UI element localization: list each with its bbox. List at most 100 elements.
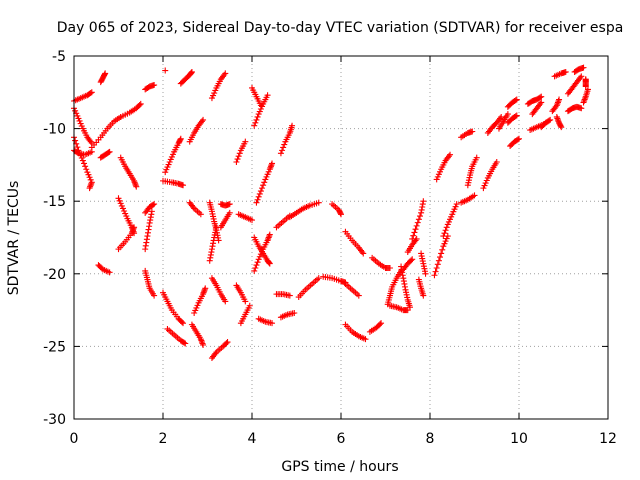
data-point [412, 226, 419, 233]
data-point [399, 272, 406, 279]
series-arc-55 [366, 320, 385, 335]
data-point [180, 320, 187, 327]
series-arc-86 [571, 64, 587, 75]
data-point [256, 190, 263, 197]
data-point [286, 292, 293, 299]
data-point [142, 246, 149, 253]
data-point [133, 183, 140, 190]
data-point [338, 211, 344, 218]
series-arc-64 [418, 250, 429, 277]
series-arc-37 [237, 302, 253, 327]
data-point [378, 320, 385, 327]
series-arc-39 [251, 92, 271, 129]
series-arc-6 [97, 70, 109, 86]
data-point [131, 224, 138, 231]
data-point [180, 182, 187, 189]
data-point [222, 298, 229, 305]
data-point [188, 69, 195, 76]
series-arc-66 [440, 201, 460, 240]
data-point [145, 226, 152, 233]
series-arc-47 [277, 310, 298, 321]
series-arc-45 [273, 291, 293, 299]
data-point [177, 136, 184, 143]
data-point [72, 137, 79, 144]
data-point [514, 136, 521, 143]
series-arc-29 [208, 339, 231, 362]
series-arc-69 [458, 128, 476, 141]
y-tick-labels: -30 -25 -20 -15 -10 -5 [43, 49, 66, 428]
data-point [443, 224, 450, 231]
data-point [144, 229, 151, 236]
data-point [512, 113, 519, 120]
data-point [254, 259, 261, 266]
data-point [251, 122, 258, 129]
data-point [178, 319, 185, 326]
data-point [254, 113, 261, 120]
data-point [512, 97, 519, 104]
data-point [401, 280, 408, 287]
data-point [206, 257, 213, 264]
series-arc-18 [160, 177, 187, 189]
data-point [337, 210, 344, 217]
data-point [253, 116, 260, 123]
series-arc-48 [286, 199, 322, 221]
data-point [147, 214, 154, 221]
data-point [537, 94, 544, 101]
data-point [137, 100, 144, 107]
data-point [182, 340, 189, 347]
data-point [264, 92, 271, 99]
data-point [87, 90, 94, 97]
data-point [578, 105, 585, 112]
data-point [582, 76, 589, 83]
data-point [435, 257, 442, 264]
data-point [249, 217, 255, 224]
data-point [355, 292, 362, 299]
series-arc-54 [342, 321, 369, 343]
data-point [151, 292, 158, 299]
data-point [416, 213, 423, 220]
data-point [266, 260, 273, 267]
data-point [291, 310, 298, 317]
series-arc-53 [342, 280, 362, 299]
series-arc-75 [504, 112, 520, 126]
series-arc-52 [342, 228, 367, 257]
data-point [208, 249, 215, 256]
data-point [148, 208, 155, 215]
series-arc-35 [233, 138, 249, 165]
series-arc-30 [208, 275, 229, 305]
data-point [215, 237, 222, 244]
data-point [106, 269, 113, 276]
data-point [223, 340, 230, 347]
data-point [267, 163, 274, 170]
data-point [151, 201, 158, 208]
series-arc-36 [235, 211, 255, 224]
data-point [453, 201, 460, 208]
data-point [101, 71, 108, 78]
x-tick-labels: 0 2 4 6 8 10 12 [70, 431, 617, 447]
series-arc-80 [538, 116, 554, 131]
data-point [200, 116, 207, 123]
data-point [538, 99, 545, 106]
data-point [269, 160, 276, 167]
data-point [386, 264, 393, 271]
data-point [146, 219, 153, 226]
data-point [513, 112, 520, 119]
data-point [473, 154, 480, 161]
data-point [253, 199, 260, 206]
data-point [82, 163, 89, 170]
series-arc-70 [464, 154, 480, 189]
series-arc-49 [295, 275, 322, 301]
series-arc-63 [415, 276, 427, 299]
data-point [261, 179, 268, 186]
data-point [557, 123, 564, 130]
data-point [148, 211, 155, 218]
data-point [419, 201, 426, 208]
series-arc-15 [142, 208, 155, 253]
data-point [83, 166, 90, 173]
data-point [315, 199, 322, 206]
series-arc-34 [233, 282, 249, 305]
series-arc-65 [431, 233, 451, 279]
data-point [208, 246, 215, 253]
series-arc-41 [251, 234, 273, 267]
data-point [558, 124, 565, 131]
